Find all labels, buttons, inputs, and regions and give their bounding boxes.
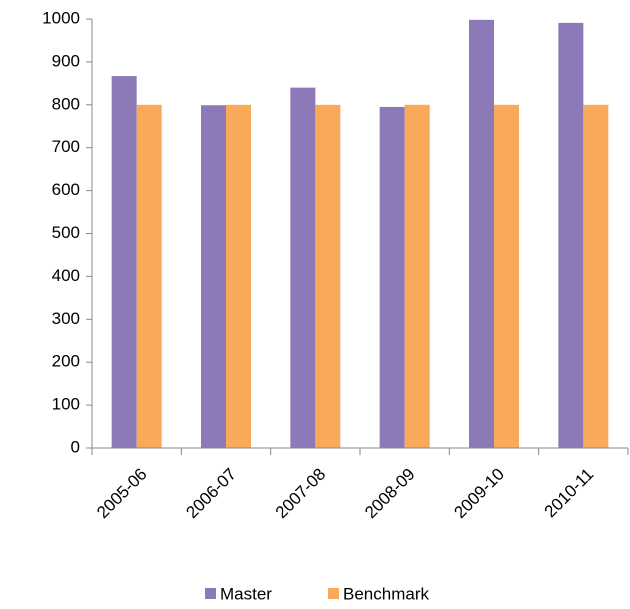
- y-tick-label: 100: [52, 395, 80, 414]
- y-tick-label: 700: [52, 137, 80, 156]
- bar: [136, 104, 162, 449]
- y-tick-label: 800: [52, 94, 80, 113]
- bar: [290, 87, 316, 448]
- legend-swatch: [328, 588, 339, 599]
- bar: [226, 104, 251, 449]
- x-tick-label: 2008-09: [361, 465, 419, 523]
- bar: [469, 19, 494, 448]
- bar: [404, 104, 430, 449]
- bar: [315, 104, 341, 449]
- x-tick-label: 2010-11: [541, 465, 598, 522]
- y-tick-label: 300: [52, 309, 80, 328]
- bar: [201, 105, 226, 448]
- x-tick-label: 2009-10: [450, 465, 508, 523]
- legend-swatch: [205, 588, 216, 599]
- y-tick-label: 900: [52, 51, 80, 70]
- y-tick-label: 600: [52, 180, 80, 199]
- bar: [111, 76, 137, 448]
- legend-label: Master: [220, 584, 272, 603]
- y-tick-label: 0: [71, 437, 80, 456]
- bar: [558, 22, 584, 449]
- legend-label: Benchmark: [343, 584, 429, 603]
- y-tick-label: 500: [52, 223, 80, 242]
- bar: [494, 104, 519, 449]
- x-tick-label: 2007-08: [272, 465, 330, 523]
- y-tick-label: 200: [52, 352, 80, 371]
- y-tick-label: 1000: [42, 8, 80, 27]
- y-tick-label: 400: [52, 266, 80, 285]
- bar: [583, 104, 609, 449]
- x-tick-label: 2005-06: [93, 465, 151, 523]
- bar: [379, 106, 405, 448]
- x-tick-label: 2006-07: [182, 465, 240, 523]
